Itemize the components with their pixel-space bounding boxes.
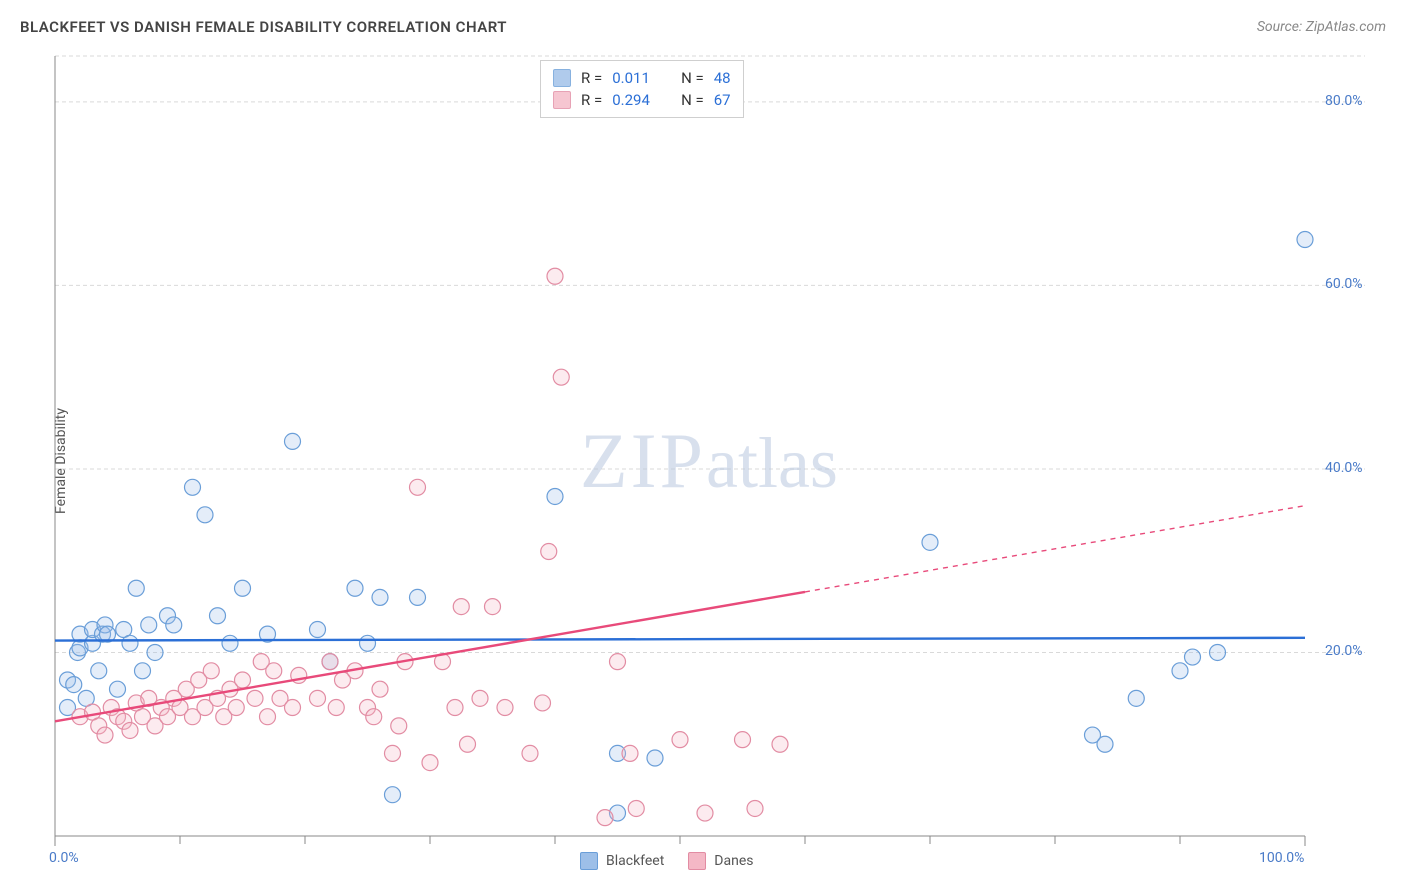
stats-row: R = 0.011 N = 48 (553, 67, 731, 89)
legend-item: Blackfeet (580, 852, 664, 870)
y-tick-label: 60.0% (1325, 276, 1363, 292)
stats-swatch (553, 69, 571, 87)
stats-n-value: 67 (714, 91, 731, 109)
y-tick-label: 80.0% (1325, 93, 1363, 109)
y-tick-label: 40.0% (1325, 460, 1363, 476)
x-tick-label: 100.0% (1259, 850, 1304, 866)
legend-label: Blackfeet (606, 853, 664, 869)
x-tick-label: 0.0% (49, 850, 79, 866)
chart-area: Female Disability ZIPatlas 20.0%40.0%60.… (0, 46, 1406, 876)
stats-r-label: R = (581, 91, 602, 109)
legend-swatch (688, 852, 706, 870)
stats-n-label: N = (681, 91, 704, 109)
legend-swatch (580, 852, 598, 870)
scatter-plot (0, 46, 1406, 876)
stats-legend-box: R = 0.011 N = 48R = 0.294 N = 67 (540, 60, 744, 118)
legend-label: Danes (714, 853, 753, 869)
legend-item: Danes (688, 852, 753, 870)
stats-n-value: 48 (714, 69, 731, 87)
chart-title: BLACKFEET VS DANISH FEMALE DISABILITY CO… (20, 18, 507, 36)
stats-n-label: N = (681, 69, 704, 87)
header-row: BLACKFEET VS DANISH FEMALE DISABILITY CO… (0, 0, 1406, 46)
stats-r-label: R = (581, 69, 602, 87)
source-name: ZipAtlas.com (1306, 19, 1386, 35)
stats-row: R = 0.294 N = 67 (553, 89, 731, 111)
stats-r-value: 0.011 (612, 69, 650, 87)
stats-swatch (553, 91, 571, 109)
stats-r-value: 0.294 (612, 91, 650, 109)
source-credit: Source: ZipAtlas.com (1257, 19, 1386, 35)
series-legend: Blackfeet Danes (580, 852, 753, 870)
y-tick-label: 20.0% (1325, 643, 1363, 659)
source-prefix: Source: (1257, 19, 1306, 35)
